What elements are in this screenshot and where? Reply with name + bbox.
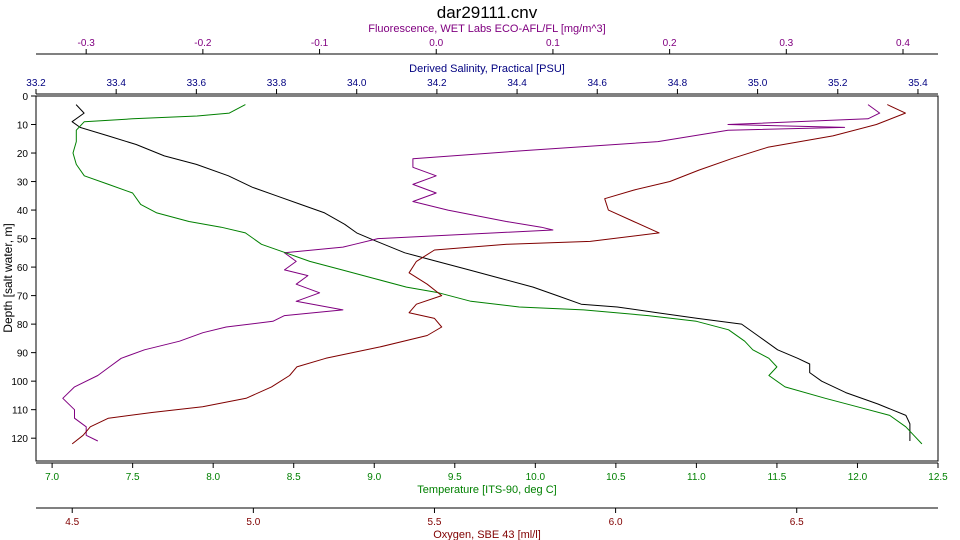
tick-label: 8.0 xyxy=(206,472,220,483)
tick-label: 120 xyxy=(11,434,28,445)
tick-label: 9.0 xyxy=(367,472,381,483)
axis-label-depth: Depth [salt water, m] xyxy=(1,223,15,332)
tick-label: 12.5 xyxy=(928,472,948,483)
tick-label: 110 xyxy=(12,406,28,417)
tick-label: 34.2 xyxy=(427,78,447,89)
tick-label: -0.3 xyxy=(78,38,96,49)
series-line-salinity xyxy=(71,104,911,441)
tick-label: 33.6 xyxy=(187,78,207,89)
tick-label: 30 xyxy=(17,178,29,189)
tick-label: 90 xyxy=(17,349,29,360)
series-layer xyxy=(62,104,923,445)
tick-label: 70 xyxy=(17,292,29,303)
tick-label: 20 xyxy=(17,149,29,160)
tick-label: 35.4 xyxy=(908,78,928,89)
tick-label: 6.5 xyxy=(790,517,804,528)
tick-label: 34.6 xyxy=(588,78,608,89)
tick-label: 0.0 xyxy=(429,38,443,49)
series-line-fluorescence xyxy=(62,104,881,442)
tick-label: 0.1 xyxy=(546,38,560,49)
tick-label: -0.2 xyxy=(194,38,212,49)
chart-title: dar29111.cnv xyxy=(437,3,538,22)
tick-label: 34.4 xyxy=(507,78,527,89)
series-line-oxygen xyxy=(71,104,906,445)
axis-label-oxygen: Oxygen, SBE 43 [ml/l] xyxy=(433,529,541,540)
tick-label: 7.5 xyxy=(126,472,140,483)
tick-label: 35.0 xyxy=(748,78,768,89)
tick-label: 11.0 xyxy=(687,472,706,483)
tick-label: 10 xyxy=(17,121,29,132)
tick-label: 9.5 xyxy=(448,472,462,483)
tick-label: 12.0 xyxy=(848,472,868,483)
axis-label-fluorescence: Fluorescence, WET Labs ECO-AFL/FL [mg/m^… xyxy=(368,23,605,35)
tick-label: 40 xyxy=(17,206,29,217)
tick-label: 10.5 xyxy=(606,472,626,483)
axis-depth: 0 10 20 30 40 50 60 70 80 90 100 110 120 Depth [salt … xyxy=(1,92,36,445)
tick-label: -0.1 xyxy=(311,38,329,49)
tick-label: 80 xyxy=(17,320,29,331)
tick-label: 11.5 xyxy=(768,472,787,483)
series-line-temperature xyxy=(72,104,923,445)
tick-label: 0.4 xyxy=(896,38,910,49)
tick-label: 10.0 xyxy=(526,472,546,483)
tick-label: 60 xyxy=(17,263,29,274)
tick-label: 34.8 xyxy=(668,78,688,89)
axis-fluorescence: -0.3 -0.2 -0.1 0.0 0.1 0.2 0.3 0.4 Fluorescence,… xyxy=(36,23,938,55)
tick-label: 100 xyxy=(11,377,28,388)
tick-label: 34.0 xyxy=(347,78,367,89)
axes-layer: -0.3 -0.2 -0.1 0.0 0.1 0.2 0.3 0.4 Fluorescence,… xyxy=(1,23,948,540)
tick-label: 33.2 xyxy=(26,78,46,89)
tick-label: 50 xyxy=(17,235,29,246)
axis-oxygen: 4.5 5.0 5.5 6.0 6.5 Oxygen, SBE 43 [ml/l] xyxy=(36,507,938,540)
tick-label: 35.2 xyxy=(828,78,848,89)
tick-label: 33.8 xyxy=(267,78,287,89)
tick-label: 33.4 xyxy=(106,78,126,89)
tick-label: 8.5 xyxy=(287,472,301,483)
plot-frame xyxy=(35,95,939,462)
tick-label: 0 xyxy=(22,92,28,103)
axis-temperature: 7.0 7.5 8.0 8.5 9.0 9.5 10.0 10.5 11.0 11.5 12.0 12… xyxy=(36,462,948,496)
tick-label: 7.0 xyxy=(45,472,59,483)
tick-label: 0.3 xyxy=(779,38,793,49)
axis-label-temperature: Temperature [ITS-90, deg C] xyxy=(417,484,556,496)
tick-label: 4.5 xyxy=(65,517,79,528)
tick-label: 0.2 xyxy=(663,38,677,49)
tick-label: 5.0 xyxy=(246,517,260,528)
axis-label-salinity: Derived Salinity, Practical [PSU] xyxy=(409,63,565,75)
axis-salinity: 33.2 33.4 33.6 33.8 34.0 34.2 34.4 34.6 34.8 35.0… xyxy=(26,63,938,95)
tick-label: 6.0 xyxy=(609,517,623,528)
tick-label: 5.5 xyxy=(428,517,442,528)
